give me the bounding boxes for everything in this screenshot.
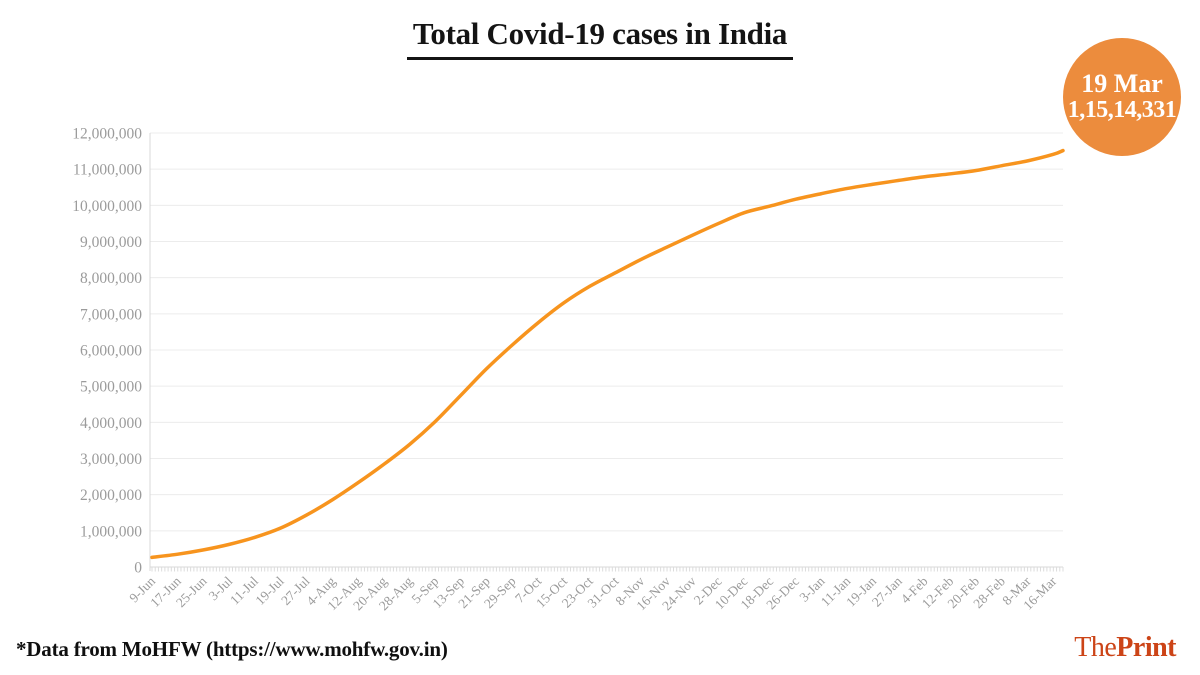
svg-text:5,000,000: 5,000,000: [80, 379, 142, 396]
source-note: *Data from MoHFW (https://www.mohfw.gov.…: [16, 637, 448, 661]
svg-text:8,000,000: 8,000,000: [80, 270, 142, 287]
svg-text:0: 0: [134, 560, 142, 577]
svg-text:11,000,000: 11,000,000: [73, 162, 142, 179]
svg-text:3,000,000: 3,000,000: [80, 451, 142, 468]
logo-print: Print: [1116, 632, 1176, 663]
svg-text:10,000,000: 10,000,000: [72, 198, 142, 215]
svg-text:9,000,000: 9,000,000: [80, 234, 142, 251]
logo-the: The: [1074, 632, 1117, 663]
svg-text:27-Jan: 27-Jan: [869, 573, 905, 609]
svg-text:6,000,000: 6,000,000: [80, 343, 142, 360]
title-row: Total Covid-19 cases in India: [0, 0, 1200, 60]
svg-text:1,000,000: 1,000,000: [80, 523, 142, 540]
svg-text:7,000,000: 7,000,000: [80, 306, 142, 323]
svg-text:4,000,000: 4,000,000: [80, 415, 142, 432]
svg-text:2,000,000: 2,000,000: [80, 487, 142, 504]
latest-value-badge: 19 Mar 1,15,14,331: [1063, 38, 1181, 156]
svg-text:12,000,000: 12,000,000: [72, 126, 142, 143]
svg-text:19-Jul: 19-Jul: [252, 573, 287, 608]
page-title: Total Covid-19 cases in India: [406, 18, 794, 60]
badge-value: 1,15,14,331: [1067, 96, 1177, 123]
badge-date: 19 Mar: [1081, 68, 1163, 98]
theprint-logo: ThePrint: [1074, 632, 1176, 664]
